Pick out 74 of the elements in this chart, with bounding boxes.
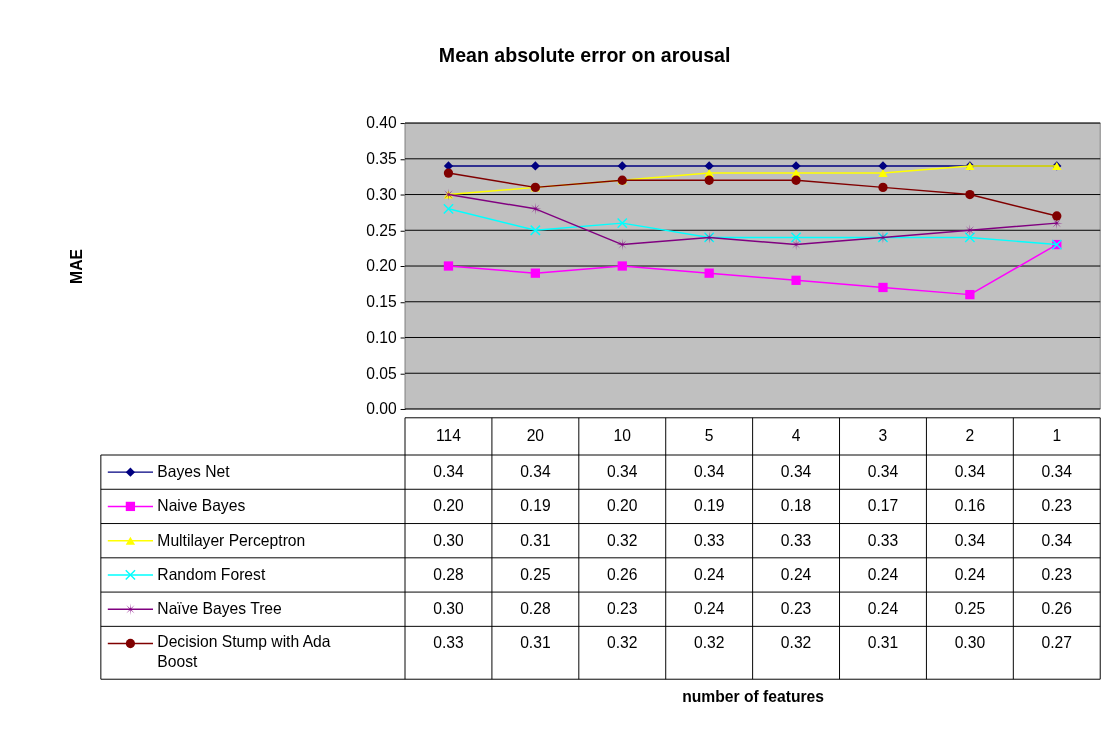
data-label: 0.19	[520, 497, 551, 515]
data-label: 0.25	[520, 565, 551, 583]
legend-label: Random Forest	[157, 565, 266, 583]
data-label: 0.30	[433, 531, 464, 549]
data-label: 0.34	[1041, 531, 1073, 549]
y-tick-label: 0.25	[366, 221, 397, 239]
y-tick-label: 0.10	[366, 328, 397, 346]
x-tick-label: 114	[435, 427, 462, 445]
x-tick-label: 3	[878, 427, 888, 445]
data-label: 0.32	[607, 531, 638, 549]
y-tick-label: 0.30	[366, 185, 397, 203]
data-label: 0.32	[780, 634, 812, 652]
y-tick-label: 0.20	[366, 257, 397, 275]
data-label: 0.33	[693, 531, 725, 549]
data-label: 0.24	[867, 565, 899, 583]
y-tick-label: 0.15	[366, 293, 397, 311]
data-label: 0.20	[433, 497, 464, 515]
data-label: 0.23	[1041, 565, 1073, 583]
data-label: 0.20	[607, 497, 638, 515]
data-label: 0.30	[954, 634, 986, 652]
x-tick-label: 1	[1052, 427, 1062, 445]
data-label: 0.33	[433, 634, 464, 652]
x-tick-label: 4	[791, 427, 801, 445]
x-tick-label: 10	[613, 427, 632, 445]
data-label: 0.30	[433, 600, 464, 618]
data-label: 0.23	[1041, 497, 1073, 515]
data-label: 0.28	[520, 600, 551, 618]
data-label: 0.34	[1041, 463, 1073, 481]
data-label: 0.31	[867, 634, 899, 652]
x-tick-label: 5	[704, 427, 714, 445]
data-label: 0.34	[433, 463, 464, 481]
legend-label: Multilayer Perceptron	[157, 531, 306, 549]
data-label: 0.24	[780, 565, 812, 583]
x-tick-label: 2	[965, 427, 975, 445]
data-label: 0.19	[693, 497, 725, 515]
data-label: 0.24	[867, 600, 899, 618]
chart-title: Mean absolute error on arousal	[438, 44, 731, 67]
data-label: 0.32	[693, 634, 725, 652]
data-label: 0.26	[1041, 600, 1073, 618]
data-label: 0.33	[867, 531, 899, 549]
text: number of features	[682, 688, 825, 706]
data-label: 0.23	[607, 600, 638, 618]
data-label: 0.34	[693, 463, 725, 481]
legend-label: Bayes Net	[157, 463, 231, 481]
text: MAE	[67, 249, 85, 284]
y-tick-label: 0.40	[366, 114, 397, 132]
data-label: 0.18	[780, 497, 812, 515]
data-label: 0.34	[867, 463, 899, 481]
data-label: 0.27	[1041, 634, 1073, 652]
data-label: 0.25	[954, 600, 986, 618]
data-label: 0.24	[954, 565, 986, 583]
y-tick-label: 0.05	[366, 364, 397, 382]
data-label: 0.16	[954, 497, 986, 515]
data-label: 0.33	[780, 531, 812, 549]
data-label: 0.34	[520, 463, 551, 481]
data-label: 0.23	[780, 600, 812, 618]
data-label: 0.34	[780, 463, 812, 481]
data-label: 0.32	[607, 634, 638, 652]
y-tick-label: 0.35	[366, 150, 397, 168]
data-label: 0.31	[520, 531, 551, 549]
legend-label: Naive Bayes	[157, 497, 246, 515]
data-label: 0.17	[867, 497, 899, 515]
data-label: 0.34	[607, 463, 638, 481]
data-label: 0.31	[520, 634, 551, 652]
data-label: 0.34	[954, 531, 986, 549]
y-tick-label: 0.00	[366, 400, 397, 418]
legend-label: Decision Stump with Ada Boost	[157, 633, 331, 670]
data-label: 0.34	[954, 463, 986, 481]
data-label: 0.24	[693, 600, 725, 618]
x-tick-label: 20	[526, 427, 545, 445]
data-label: 0.26	[607, 565, 638, 583]
data-label: 0.24	[693, 565, 725, 583]
data-label: 0.28	[433, 565, 464, 583]
legend-label: Naïve Bayes Tree	[157, 600, 283, 618]
